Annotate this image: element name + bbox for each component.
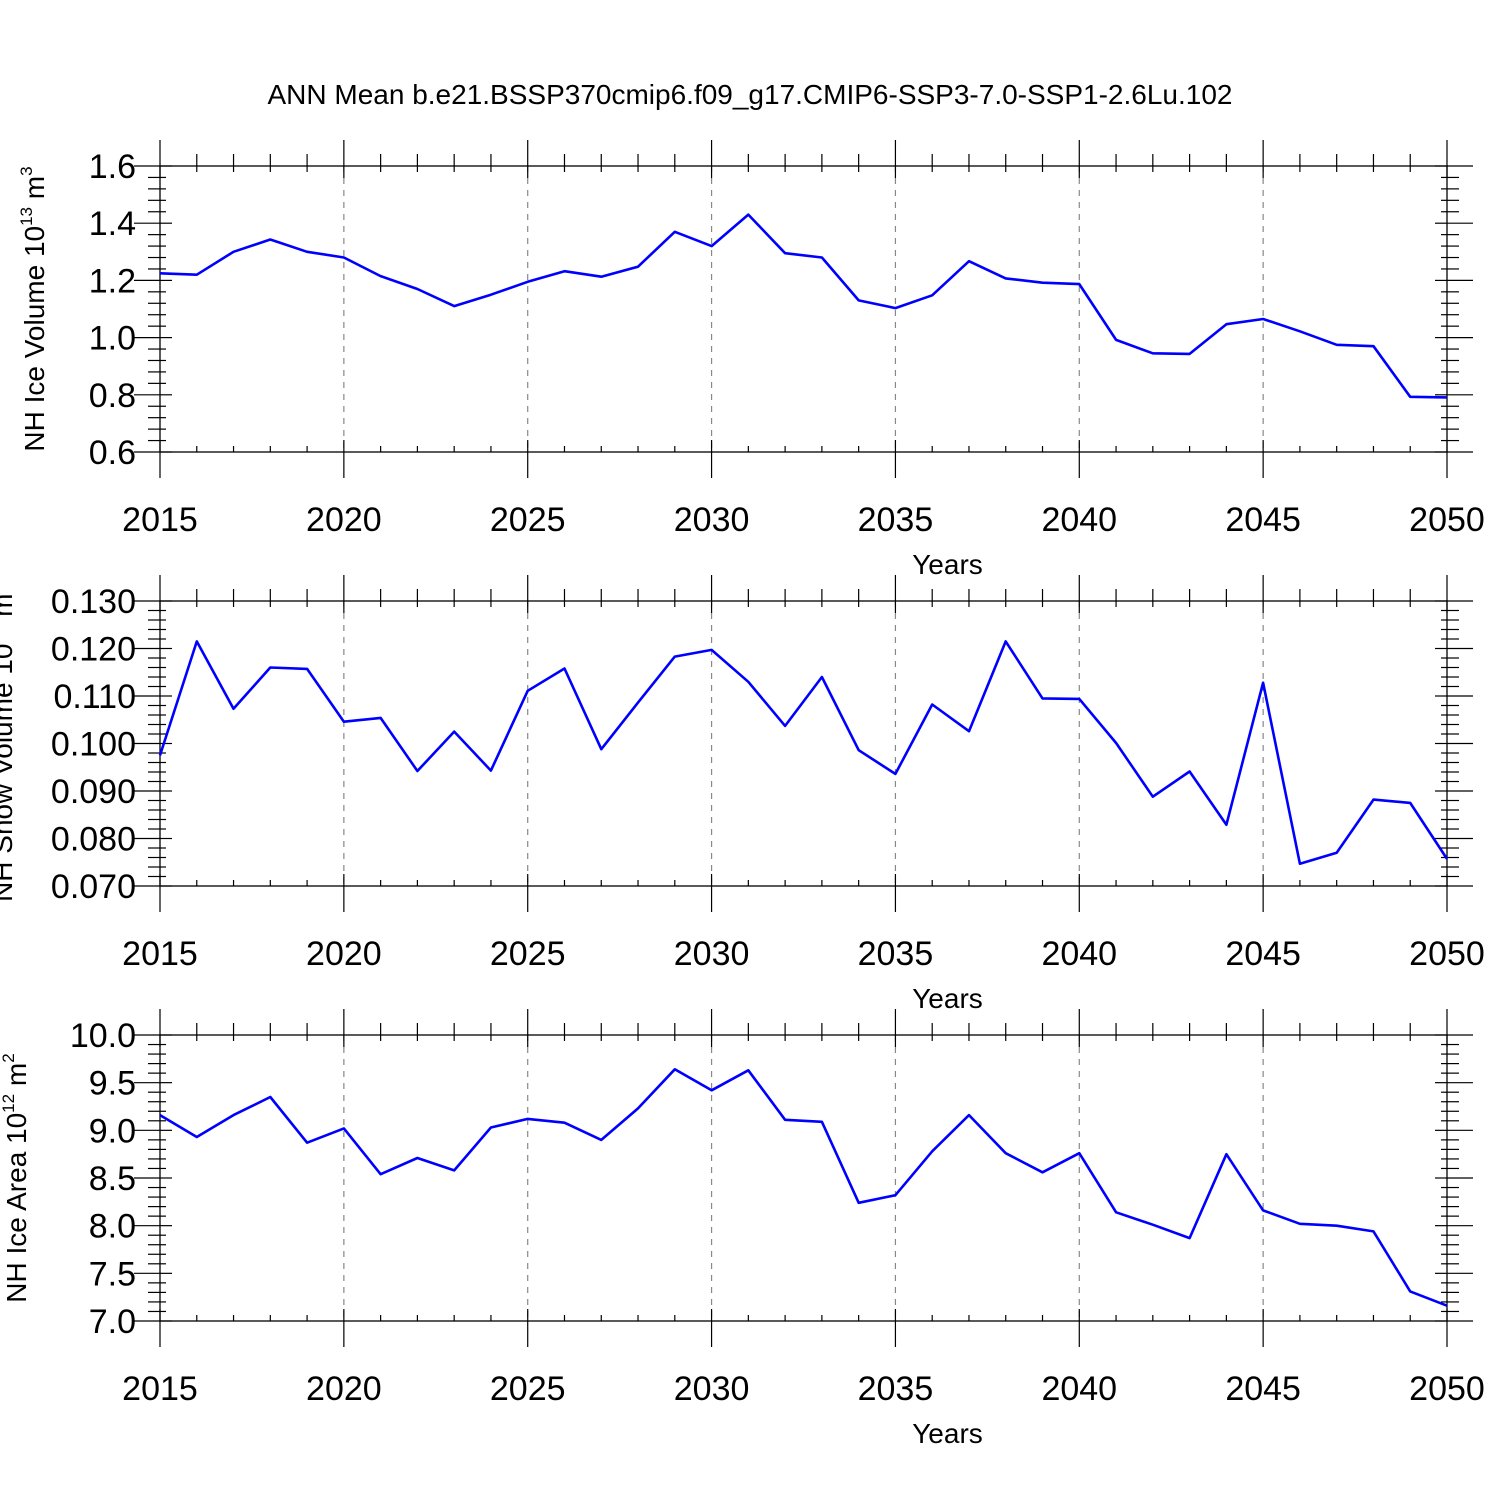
y-axis-title-unit: m <box>19 176 50 207</box>
panel-3: 2015 2020 2025 2030 2035 2040 2045 2050 Years 7.0… <box>0 1009 1485 1449</box>
y-axis-title-exponent: 13 <box>0 625 4 644</box>
y-axis-title-base: NH Ice Volume 10 <box>19 226 50 452</box>
panel-1: 2015 2020 2025 2030 2035 2040 2045 2050 Years 0.6… <box>17 140 1485 580</box>
y-tick-label: 0.130 <box>51 583 136 621</box>
y-axis-title-unit: m <box>1 1063 32 1094</box>
x-tick-label: 2045 <box>1225 935 1301 973</box>
x-tick-label: 2025 <box>490 1370 566 1408</box>
y-axis-title-exponent: 12 <box>0 1094 18 1113</box>
x-tick-label: 2015 <box>122 1370 198 1408</box>
y-tick-label: 7.5 <box>89 1255 136 1293</box>
x-tick-label: 2050 <box>1409 935 1485 973</box>
y-tick-label: 1.0 <box>89 320 136 358</box>
panels: 2015 2020 2025 2030 2035 2040 2045 2050 Years 0.6… <box>0 140 1485 1449</box>
x-tick-label: 2045 <box>1225 1370 1301 1408</box>
y-tick-label: 10.0 <box>70 1017 136 1055</box>
y-axis-title: NH Ice Area 1012 m2 <box>0 1053 32 1302</box>
x-axis-title: Years <box>912 1418 983 1449</box>
x-tick-label: 2030 <box>674 1370 750 1408</box>
series-line <box>159 1068 1448 1307</box>
y-axis-title: NH Ice Volume 1013 m3 <box>17 166 50 451</box>
y-tick-label: 7.0 <box>89 1303 136 1341</box>
x-axis-title: Years <box>912 983 983 1014</box>
plot-frame <box>159 600 1448 887</box>
y-axis-title-base: NH Ice Area 10 <box>1 1113 32 1303</box>
x-tick-label: 2035 <box>858 1370 934 1408</box>
y-tick-label: 1.6 <box>89 148 136 186</box>
y-axis-title-exponent: 13 <box>17 207 36 226</box>
x-tick-label: 2025 <box>490 935 566 973</box>
y-tick-label: 1.4 <box>89 205 136 243</box>
y-axis-title-base: NH Snow Volume 10 <box>0 644 18 902</box>
x-tick-label: 2050 <box>1409 1370 1485 1408</box>
plot-frame <box>159 1034 1448 1322</box>
x-tick-label: 2025 <box>490 501 566 539</box>
series-line <box>158 640 1449 866</box>
x-axis-title: Years <box>912 549 983 580</box>
y-tick-label: 0.6 <box>89 434 136 472</box>
x-tick-label: 2030 <box>674 501 750 539</box>
y-tick-label: 0.120 <box>51 631 136 669</box>
y-axis-title-unit-exponent: 3 <box>17 166 36 175</box>
panel-2: 2015 2020 2025 2030 2035 2040 2045 2050 Years 0.0… <box>0 575 1485 1014</box>
x-tick-label: 2020 <box>306 501 382 539</box>
plot-frame <box>159 165 1448 453</box>
y-axis-title: NH Snow Volume 1013 m3 <box>0 584 18 902</box>
x-tick-label: 2040 <box>1041 1370 1117 1408</box>
y-tick-label: 8.5 <box>89 1160 136 1198</box>
x-tick-label: 2045 <box>1225 501 1301 539</box>
x-tick-label: 2040 <box>1041 935 1117 973</box>
x-tick-label: 2035 <box>858 501 934 539</box>
y-tick-label: 1.2 <box>89 262 136 300</box>
x-tick-label: 2050 <box>1409 501 1485 539</box>
x-tick-label: 2015 <box>122 935 198 973</box>
x-tick-label: 2030 <box>674 935 750 973</box>
y-tick-label: 0.070 <box>51 868 136 906</box>
y-tick-label: 8.0 <box>89 1208 136 1246</box>
y-tick-label: 0.080 <box>51 821 136 859</box>
y-axis-title-unit-exponent: 2 <box>0 1053 18 1062</box>
x-tick-label: 2020 <box>306 1370 382 1408</box>
x-tick-label: 2040 <box>1041 501 1117 539</box>
figure-title: ANN Mean b.e21.BSSP370cmip6.f09_g17.CMIP… <box>267 79 1232 110</box>
y-tick-label: 9.5 <box>89 1065 136 1103</box>
x-tick-label: 2015 <box>122 501 198 539</box>
y-axis-title-unit: m <box>0 594 18 625</box>
series-line <box>159 213 1448 399</box>
x-tick-label: 2035 <box>858 935 934 973</box>
y-tick-label: 0.8 <box>89 377 136 415</box>
x-tick-label: 2020 <box>306 935 382 973</box>
y-axis-title-unit-exponent: 3 <box>0 584 4 593</box>
y-tick-label: 9.0 <box>89 1112 136 1150</box>
y-tick-label: 0.110 <box>53 678 136 716</box>
y-tick-label: 0.100 <box>51 726 136 764</box>
y-tick-label: 0.090 <box>51 773 136 811</box>
